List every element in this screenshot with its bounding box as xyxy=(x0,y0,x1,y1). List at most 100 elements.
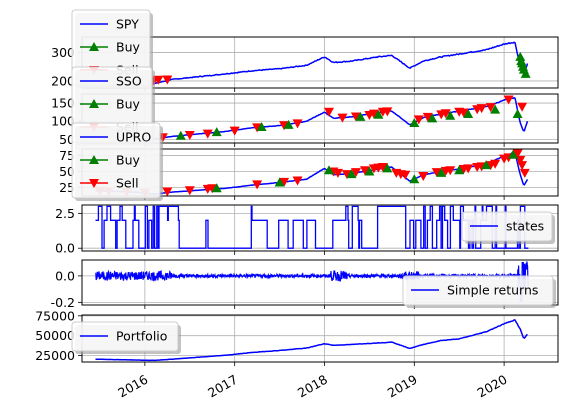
portfolio-series xyxy=(95,319,528,362)
sso-buy-marker xyxy=(175,130,186,140)
upro-sell-marker xyxy=(341,170,352,180)
sso-sell-marker xyxy=(323,107,334,117)
legend-box xyxy=(402,275,554,306)
legend-label: SPY xyxy=(116,17,139,32)
sso-buy-marker xyxy=(445,110,456,120)
y-tick-label: 50 xyxy=(59,132,75,147)
y-tick-label: 25000 xyxy=(35,348,75,363)
upro-sell-marker xyxy=(292,176,303,186)
upro-sell-marker xyxy=(359,166,370,176)
legend-label: Buy xyxy=(116,97,140,112)
upro-sell-marker xyxy=(512,149,523,159)
spy-buy-marker xyxy=(515,51,526,61)
upro-buy-marker xyxy=(508,149,519,159)
spy-buy-marker xyxy=(520,68,531,78)
legend-label: SSO xyxy=(116,74,142,89)
sso-sell-marker xyxy=(350,112,361,122)
sso-sell-marker xyxy=(184,131,195,141)
sso-sell-marker xyxy=(292,119,303,129)
y-tick-label: 25 xyxy=(59,180,75,195)
legend-label: Buy xyxy=(116,153,140,168)
x-tick-label: 2018 xyxy=(295,372,330,401)
upro-buy-marker xyxy=(409,174,420,184)
upro-buy-marker xyxy=(211,183,222,193)
y-tick-label: 150 xyxy=(51,96,75,111)
y-tick-label: -0.2 xyxy=(51,295,75,310)
sso-buy-marker xyxy=(256,122,267,132)
legend-box xyxy=(461,211,553,242)
states-series xyxy=(95,205,529,249)
upro-buy-marker xyxy=(436,167,447,177)
sso-sell-marker xyxy=(202,129,213,139)
upro-buy-marker xyxy=(382,163,393,173)
sso-sell-marker xyxy=(485,103,496,113)
upro-sell-marker xyxy=(519,168,530,178)
sso-buy-marker xyxy=(409,118,420,128)
legend-buy-marker xyxy=(89,42,99,51)
sso-sell-marker xyxy=(440,109,451,119)
sso-sell-marker xyxy=(503,95,514,105)
upro-sell-marker xyxy=(517,161,528,171)
x-tick-label: 2016 xyxy=(115,372,150,401)
upro-sell-marker xyxy=(490,159,501,169)
sso-buy-marker xyxy=(283,119,294,129)
upro-buy-marker xyxy=(364,166,375,176)
sso-series xyxy=(95,96,529,141)
y-tick-label: 100 xyxy=(51,114,75,129)
axes-frame xyxy=(81,259,559,306)
upro-sell-marker xyxy=(515,155,526,165)
y-tick-label: 200 xyxy=(51,73,75,88)
upro-buy-marker xyxy=(346,169,357,179)
axes-frame xyxy=(81,204,559,252)
sso-buy-marker xyxy=(373,109,384,119)
upro-sell-marker xyxy=(332,168,343,178)
y-tick-label: 2.5 xyxy=(55,206,75,221)
sso-sell-marker xyxy=(476,104,487,114)
sso-sell-marker xyxy=(229,126,240,136)
sso-sell-marker xyxy=(458,108,469,118)
legend-label: UPRO xyxy=(116,130,151,145)
upro-sell-marker xyxy=(418,172,429,182)
upro-sell-marker xyxy=(207,184,218,194)
legend-box xyxy=(71,321,179,352)
sso-sell-marker xyxy=(368,109,379,119)
legend-label: Buy xyxy=(116,40,140,55)
upro-sell-marker xyxy=(162,187,173,197)
sso-buy-marker xyxy=(512,108,523,118)
y-tick-label: 50000 xyxy=(35,328,75,343)
sso-buy-marker xyxy=(490,104,501,114)
upro-sell-marker xyxy=(463,164,474,174)
upro-sell-marker xyxy=(252,180,263,190)
legend-label: Portfolio xyxy=(116,329,167,344)
sso-buy-marker xyxy=(355,111,366,121)
legend-label: Sell xyxy=(116,176,139,191)
sso-buy-marker xyxy=(463,108,474,118)
x-tick-label: 2019 xyxy=(385,372,420,401)
upro-sell-marker xyxy=(350,168,361,178)
sso-buy-marker xyxy=(427,113,438,123)
sso-sell-marker xyxy=(422,112,433,122)
sso-sell-marker xyxy=(517,102,528,112)
sso-sell-marker xyxy=(413,115,424,125)
upro-sell-marker xyxy=(184,186,195,196)
upro-buy-marker xyxy=(481,160,492,170)
upro-sell-marker xyxy=(445,166,456,176)
sso-sell-marker xyxy=(382,107,393,117)
upro-buy-marker xyxy=(323,165,334,175)
x-tick-label: 2020 xyxy=(475,372,510,401)
legend-sell-marker xyxy=(89,179,99,188)
upro-sell-marker xyxy=(279,177,290,187)
legend-label: Simple returns xyxy=(447,283,538,298)
y-tick-label: 75000 xyxy=(35,308,75,323)
legend-label: states xyxy=(506,219,544,234)
spy-sell-marker xyxy=(153,75,164,85)
y-tick-label: 75 xyxy=(59,148,75,163)
upro-sell-marker xyxy=(431,168,442,178)
sso-sell-marker xyxy=(337,113,348,123)
upro-buy-marker xyxy=(274,177,285,187)
spy-sell-marker xyxy=(162,75,173,85)
sso-buy-marker xyxy=(211,127,222,137)
legend-buy-marker xyxy=(89,99,99,108)
y-tick-label: 50 xyxy=(59,164,75,179)
